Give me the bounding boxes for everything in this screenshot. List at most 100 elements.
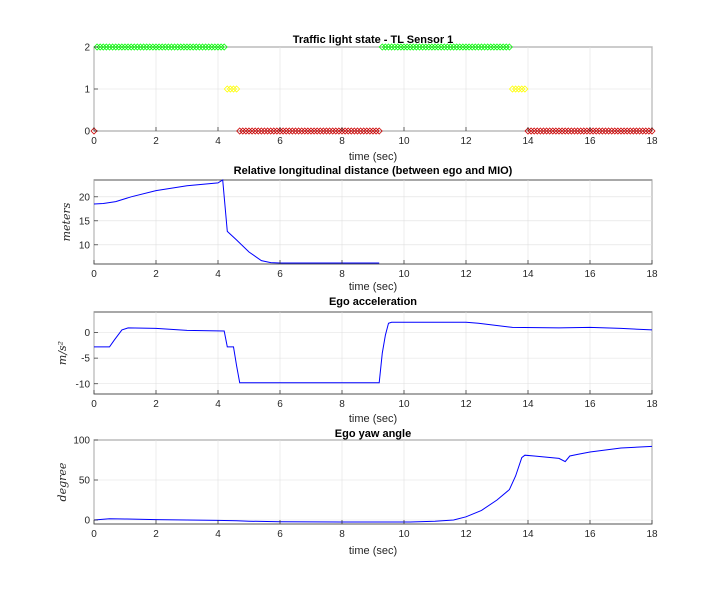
state-point: [211, 43, 219, 51]
x-tick-label: 4: [215, 399, 221, 410]
axis-ticks: 0 2 4 6 8 10 12 14 16 18 -10 -5 0: [76, 328, 658, 410]
state-point: [186, 43, 194, 51]
state-point: [574, 127, 582, 135]
state-point: [415, 43, 424, 51]
x-tick-label: 14: [522, 399, 534, 410]
state-point: [214, 43, 222, 51]
state-point: [394, 43, 402, 51]
x-tick-label: 4: [215, 269, 221, 280]
state-point: [229, 85, 238, 93]
chart-title: Relative longitudinal distance (between …: [234, 165, 513, 177]
state-point: [468, 43, 476, 51]
state-point: [164, 43, 172, 51]
state-point: [335, 127, 343, 135]
state-point: [291, 127, 300, 135]
state-point: [617, 127, 625, 135]
chart-title: Ego acceleration: [329, 296, 417, 308]
plot-area: [93, 439, 653, 525]
state-point: [130, 43, 138, 51]
state-point: [96, 43, 104, 51]
x-tick-label: 16: [584, 136, 596, 147]
state-point: [267, 127, 275, 135]
state-point: [453, 43, 461, 51]
state-point: [217, 43, 225, 51]
state-point: [357, 127, 365, 135]
state-point: [601, 127, 610, 135]
state-point: [177, 43, 185, 51]
state-point: [586, 127, 594, 135]
state-point: [484, 43, 492, 51]
state-point: [205, 43, 213, 51]
state-point: [326, 127, 334, 135]
y-axis-label: meters: [60, 202, 73, 241]
state-point: [648, 127, 656, 135]
state-point: [363, 127, 371, 135]
x-tick-label: 16: [584, 529, 596, 540]
subplot-relative-distance: 0 2 4 6 8 10 12 14 16 18 10 15 20 Relative longitudi…: [60, 165, 658, 293]
state-point: [428, 43, 436, 51]
chart-title: Traffic light state - TL Sensor 1: [293, 34, 454, 46]
state-point: [598, 127, 606, 135]
x-tick-label: 8: [339, 269, 345, 280]
state-point: [236, 127, 244, 135]
x-tick-label: 6: [277, 399, 283, 410]
state-point: [121, 43, 129, 51]
state-point: [524, 127, 532, 135]
state-point: [440, 43, 448, 51]
state-point: [279, 127, 287, 135]
state-point: [260, 127, 269, 135]
x-tick-label: 0: [91, 399, 97, 410]
series-marks: [93, 445, 653, 523]
state-point: [180, 43, 188, 51]
state-point: [99, 43, 107, 51]
state-point: [254, 127, 262, 135]
state-point: [220, 43, 228, 51]
state-point: [360, 127, 368, 135]
state-point: [136, 43, 145, 51]
state-point: [378, 43, 386, 51]
x-tick-label: 12: [460, 399, 472, 410]
state-point: [564, 127, 572, 135]
state-point: [595, 127, 603, 135]
y-tick-label: 0: [84, 127, 90, 138]
axis-ticks: 0 2 4 6 8 10 12 14 16 18 0 50 100: [73, 436, 658, 541]
state-point: [577, 127, 585, 135]
state-point: [316, 127, 324, 135]
state-point: [198, 43, 207, 51]
state-point: [158, 43, 166, 51]
state-point: [583, 127, 591, 135]
state-point: [149, 43, 157, 51]
state-point: [276, 127, 284, 135]
plot-area: [93, 311, 653, 395]
state-point: [270, 127, 278, 135]
state-point: [552, 127, 560, 135]
state-point: [388, 43, 396, 51]
state-point: [629, 127, 637, 135]
state-point: [443, 43, 451, 51]
y-tick-label: 10: [79, 240, 91, 251]
state-point: [152, 43, 160, 51]
y-tick-label: 20: [79, 192, 91, 203]
state-point: [437, 43, 445, 51]
state-point: [502, 43, 510, 51]
x-tick-label: 6: [277, 136, 283, 147]
grid-lines: [93, 312, 653, 394]
state-point: [477, 43, 486, 51]
x-tick-label: 10: [398, 529, 410, 540]
state-point: [406, 43, 414, 51]
state-point: [412, 43, 420, 51]
state-point: [431, 43, 439, 51]
state-point: [555, 127, 563, 135]
state-point: [434, 43, 442, 51]
state-point: [570, 127, 579, 135]
state-point: [397, 43, 405, 51]
x-tick-label: 18: [646, 529, 658, 540]
state-point: [632, 127, 641, 135]
state-point: [512, 85, 520, 93]
state-point: [192, 43, 200, 51]
x-tick-label: 6: [277, 529, 283, 540]
state-point: [496, 43, 504, 51]
state-point: [143, 43, 151, 51]
